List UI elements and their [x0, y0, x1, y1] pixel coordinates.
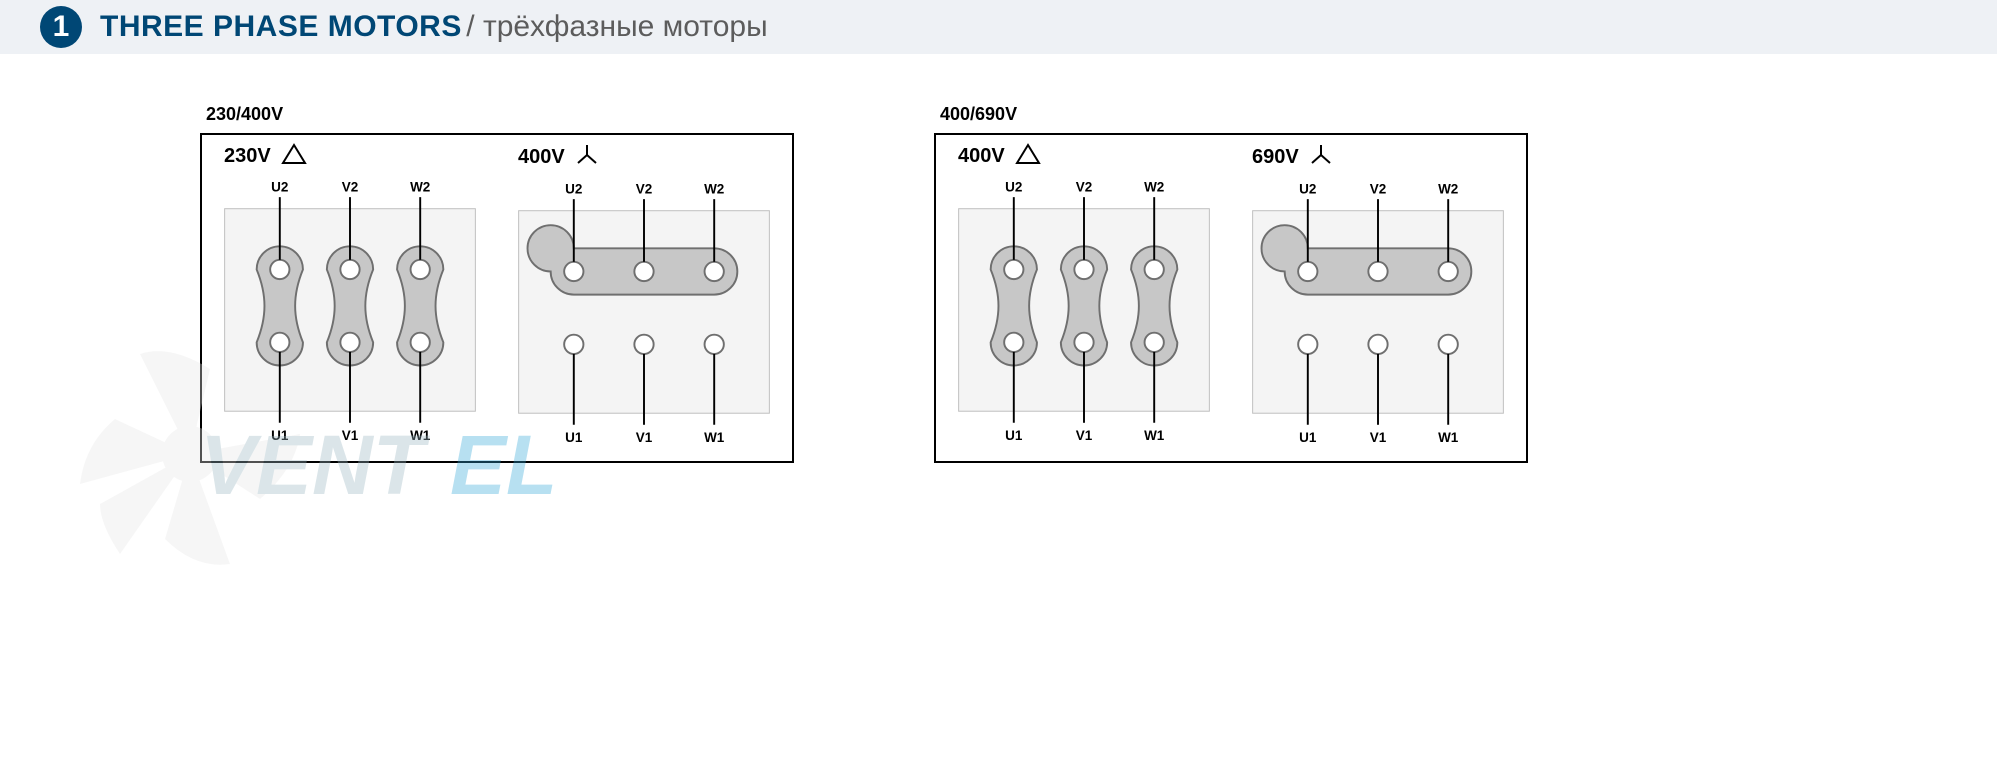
diagram-row: 230/400V 230V U2 U1 V2 V1 W2 W1 400V U2 U1 V2 V1 W…	[200, 104, 1997, 463]
terminal-diagram: U2 U1 V2 V1 W2 W1	[512, 176, 776, 446]
svg-text:W1: W1	[1144, 428, 1165, 443]
svg-text:W2: W2	[1144, 179, 1164, 194]
svg-text:W1: W1	[410, 428, 431, 443]
title-en: THREE PHASE MOTORS	[100, 10, 462, 43]
terminal-diagram: U2 U1 V2 V1 W2 W1	[218, 174, 482, 444]
group-frame: 400V U2 U1 V2 V1 W2 W1 690V U2 U1 V2 V1 W2 W1	[934, 133, 1528, 463]
delta-icon	[281, 143, 307, 170]
wye-icon	[575, 143, 599, 172]
group-frame: 230V U2 U1 V2 V1 W2 W1 400V U2 U1 V2 V1 W2 W1	[200, 133, 794, 463]
wye-icon	[1309, 143, 1333, 167]
sub-diagram: 230V U2 U1 V2 V1 W2 W1	[218, 143, 482, 451]
svg-text:V1: V1	[342, 428, 359, 443]
svg-text:U1: U1	[1005, 428, 1023, 443]
diagram-group: 400/690V 400V U2 U1 V2 V1 W2 W1 690V U2 U1 V2 V1 W…	[934, 104, 1528, 463]
terminal-panel: U2 U1 V2 V1 W2 W1	[512, 176, 776, 451]
terminal-panel: U2 U1 V2 V1 W2 W1	[218, 174, 482, 449]
svg-text:U1: U1	[565, 430, 583, 445]
title-wrap: THREE PHASE MOTORS / трёхфазные моторы	[100, 10, 768, 44]
terminal-diagram: U2 U1 V2 V1 W2 W1	[1246, 176, 1510, 446]
terminal-diagram: U2 U1 V2 V1 W2 W1	[952, 174, 1216, 444]
svg-text:U2: U2	[1005, 179, 1022, 194]
svg-text:V2: V2	[636, 181, 653, 196]
svg-text:U1: U1	[1299, 430, 1317, 445]
svg-text:U2: U2	[271, 179, 288, 194]
svg-text:W2: W2	[1438, 181, 1458, 196]
sub-diagram: 690V U2 U1 V2 V1 W2 W1	[1246, 143, 1510, 451]
sub-header: 230V	[224, 143, 307, 170]
svg-text:V2: V2	[1370, 181, 1387, 196]
sub-header: 400V	[958, 143, 1041, 170]
delta-icon	[1015, 143, 1041, 165]
content-area: VENT EL 230/400V230V U2U1V2V1W2W1 400V U…	[0, 54, 1997, 503]
header-bar: 1 THREE PHASE MOTORS / трёхфазные моторы	[0, 0, 1997, 54]
terminal-panel: U2 U1 V2 V1 W2 W1	[1246, 176, 1510, 451]
sub-diagram: 400V U2 U1 V2 V1 W2 W1	[512, 143, 776, 451]
sub-header: 690V	[1252, 143, 1333, 172]
wye-icon	[575, 143, 599, 167]
sub-voltage-label: 400V	[518, 146, 565, 169]
svg-text:V1: V1	[636, 430, 653, 445]
sub-header: 400V	[518, 143, 599, 172]
sub-voltage-label: 400V	[958, 145, 1005, 168]
sub-voltage-label: 690V	[1252, 146, 1299, 169]
svg-text:W2: W2	[704, 181, 724, 196]
sub-diagram: 400V U2 U1 V2 V1 W2 W1	[952, 143, 1216, 451]
title-ru: / трёхфазные моторы	[466, 10, 767, 43]
svg-text:W1: W1	[1438, 430, 1459, 445]
section-number-badge: 1	[40, 6, 82, 48]
svg-text:V1: V1	[1370, 430, 1387, 445]
terminal-panel: U2 U1 V2 V1 W2 W1	[952, 174, 1216, 449]
sub-voltage-label: 230V	[224, 145, 271, 168]
delta-icon	[281, 143, 307, 165]
group-title: 230/400V	[206, 104, 794, 125]
svg-text:V2: V2	[1076, 179, 1093, 194]
svg-text:W1: W1	[704, 430, 725, 445]
wye-icon	[1309, 143, 1333, 172]
svg-text:U2: U2	[565, 181, 582, 196]
group-title: 400/690V	[940, 104, 1528, 125]
delta-icon	[1015, 143, 1041, 170]
svg-text:W2: W2	[410, 179, 430, 194]
svg-text:V1: V1	[1076, 428, 1093, 443]
diagram-group: 230/400V 230V U2 U1 V2 V1 W2 W1 400V U2 U1 V2 V1 W…	[200, 104, 794, 463]
svg-text:U2: U2	[1299, 181, 1316, 196]
svg-text:U1: U1	[271, 428, 289, 443]
svg-text:V2: V2	[342, 179, 359, 194]
